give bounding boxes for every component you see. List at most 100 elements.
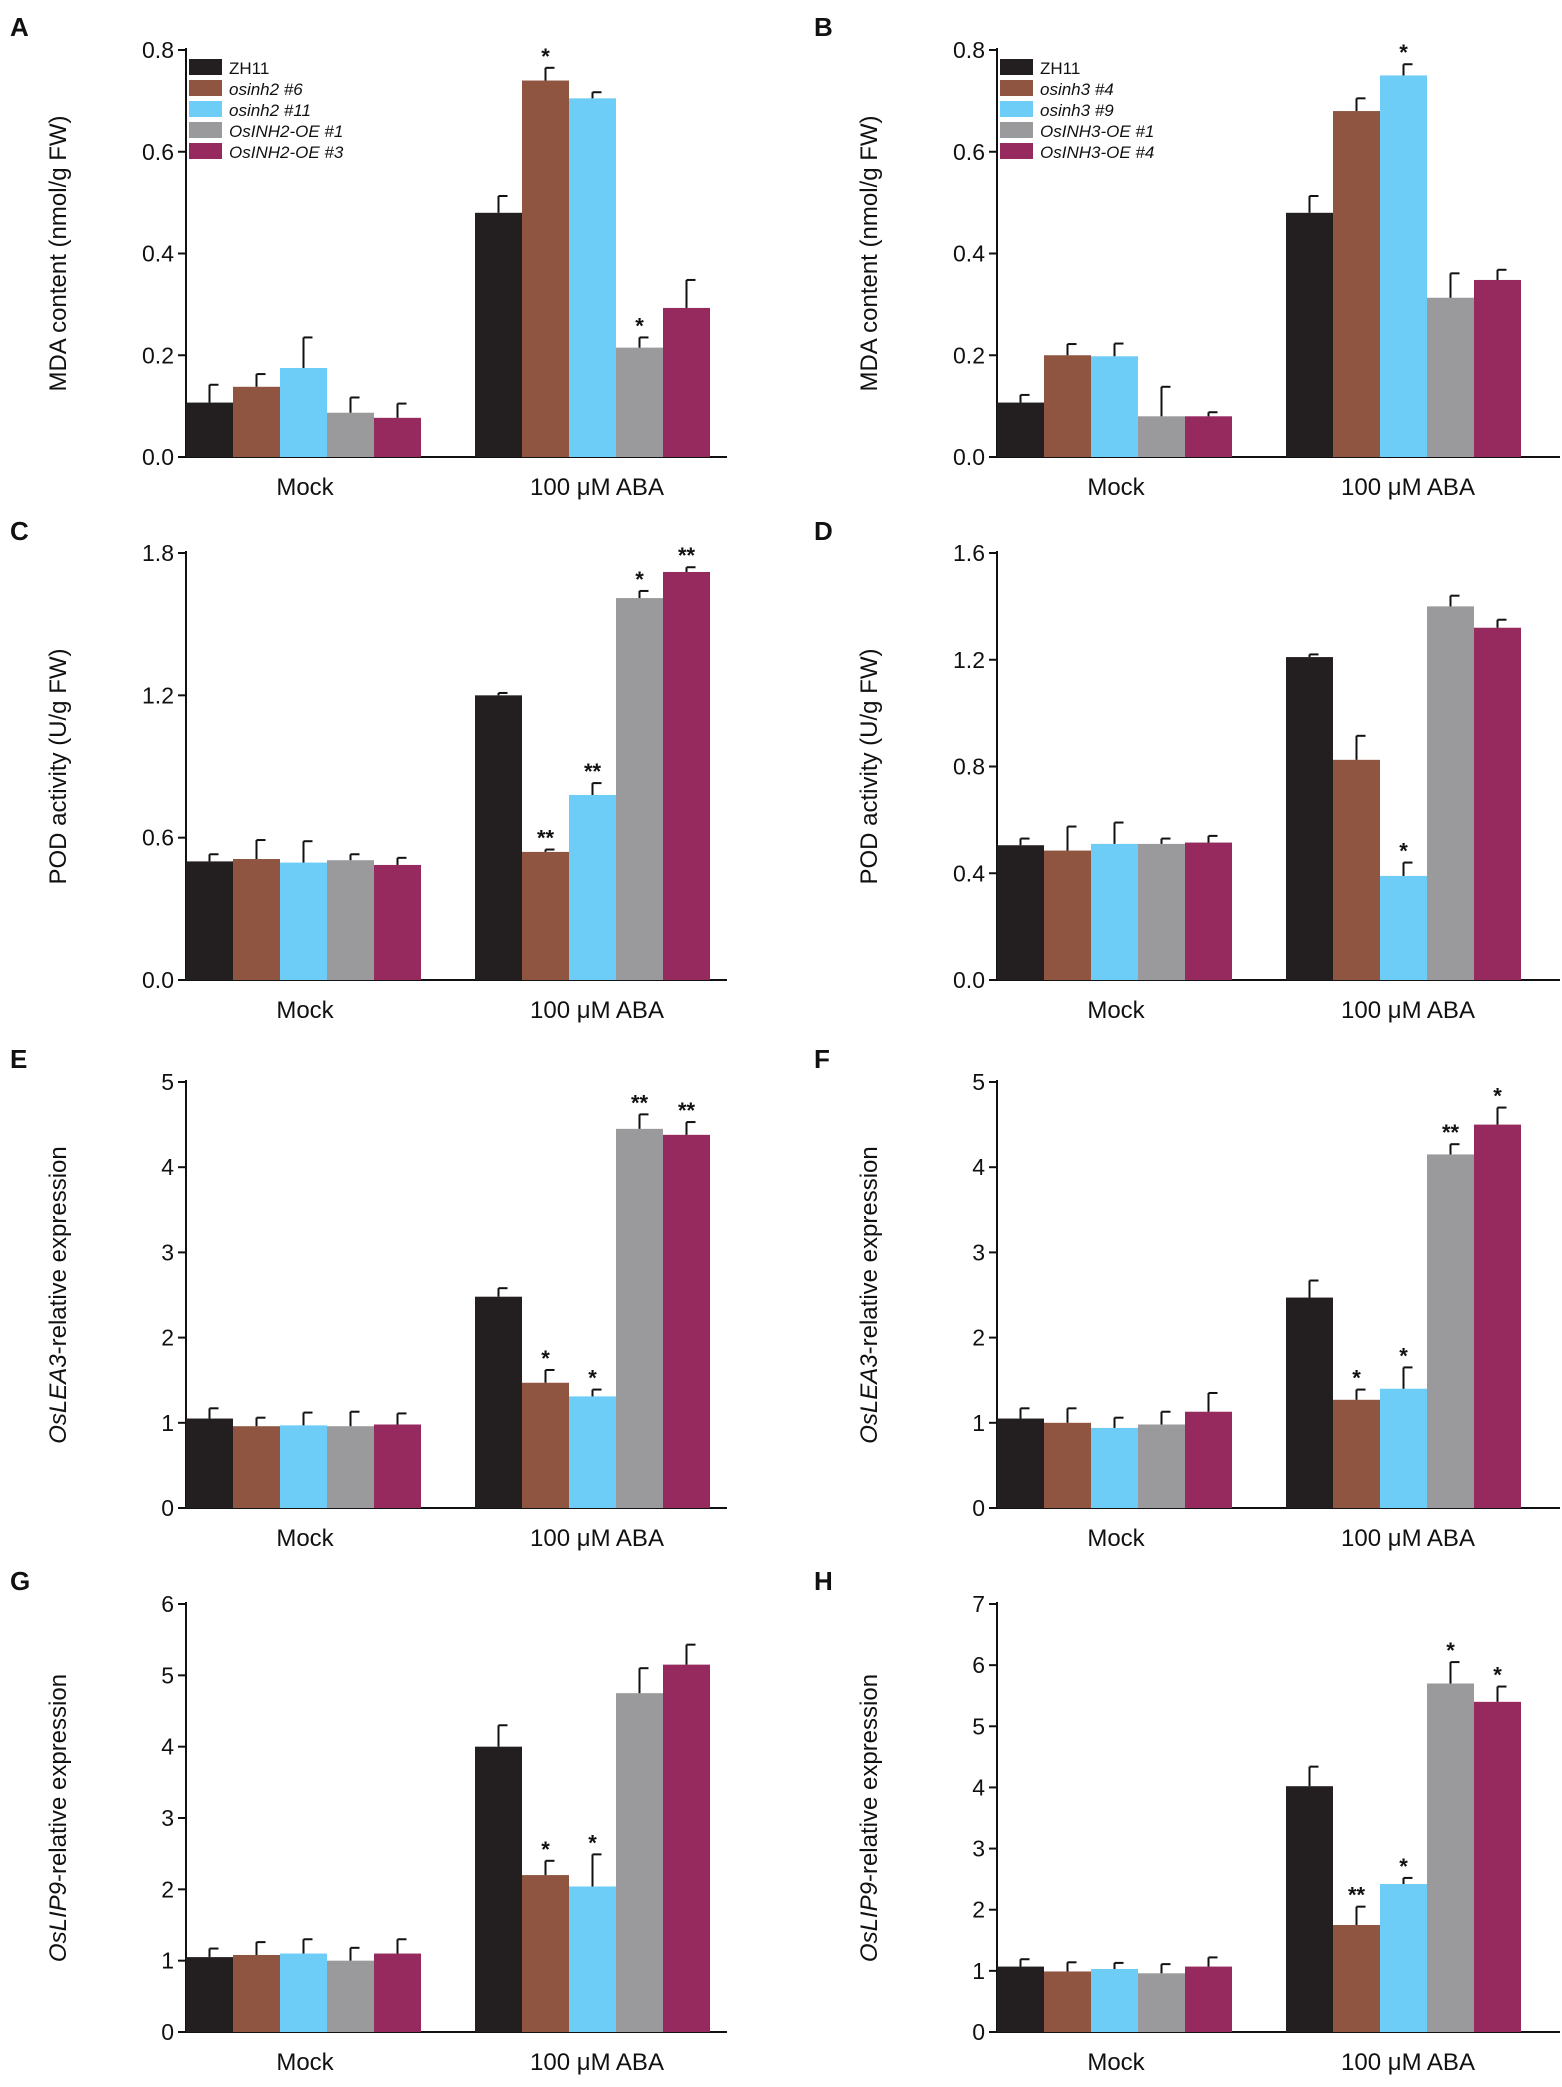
bar [1185,842,1232,980]
panel-label: A [10,12,29,42]
bar [1474,1701,1521,2032]
bar [1333,111,1380,458]
bar [663,1134,710,1508]
bar [616,1693,663,2032]
x-tick-label: 100 μM ABA [530,1525,664,1552]
y-tick-label: 0.6 [953,139,985,165]
y-axis-label: POD activity (U/g FW) [45,648,72,884]
bar [233,859,280,980]
x-tick-label: 100 μM ABA [1341,1525,1475,1552]
y-tick-label: 0 [161,2019,174,2045]
y-tick-label: 3 [161,1805,174,1831]
bar [233,1426,280,1508]
significance-marker: * [635,567,644,592]
y-axis-label-text: -relative expression [45,1146,72,1354]
bar [1185,1411,1232,1508]
significance-marker: ** [1348,1883,1366,1908]
bar [1286,657,1333,980]
y-tick-label: 0.2 [953,342,985,368]
bar [327,1960,374,2032]
y-tick-label: 1.8 [142,540,174,566]
legend-swatch [189,101,222,117]
y-tick-label: 4 [161,1734,174,1760]
y-tick-label: 1.2 [953,647,985,673]
significance-marker: * [588,1366,597,1391]
bar [327,412,374,457]
y-tick-label: 2 [972,1897,985,1923]
bar [1044,1971,1091,2032]
bar [1333,1925,1380,2032]
bar [1380,1884,1427,2032]
bar [186,1418,233,1508]
legend-label: OsINH2-OE #1 [229,122,343,141]
panel-e: E 0 1 2 3 4 5 OsLEA3-relative expression Mock 100… [10,1044,727,1552]
significance-marker: ** [678,1098,696,1123]
bar [1138,1424,1185,1508]
legend-swatch [189,122,222,138]
panel-label: G [10,1566,30,1596]
bar [1427,297,1474,457]
x-tick-label: 100 μM ABA [1341,474,1475,501]
legend-label: osinh2 #6 [229,80,303,99]
bar [233,386,280,457]
y-tick-label: 0.4 [953,241,985,267]
bar [1044,850,1091,980]
x-tick-label: Mock [1087,1525,1145,1552]
legend-label: OsINH2-OE #3 [229,143,344,162]
bar [374,1424,421,1508]
y-tick-label: 1 [161,1410,174,1436]
y-tick-label: 0.0 [142,444,174,470]
y-tick-label: 0.8 [142,37,174,63]
y-tick-label: 1.6 [953,540,985,566]
bar [663,1664,710,2032]
bar [1427,1154,1474,1508]
significance-marker: * [1352,1366,1361,1391]
panel-g: G 0 1 2 3 4 5 6 OsLIP9-relative expression Mock 10… [10,1566,727,2076]
y-tick-label: 0.8 [953,37,985,63]
significance-marker: ** [1442,1120,1460,1145]
panel-label: C [10,516,29,546]
y-tick-label: 0.4 [142,241,174,267]
legend: ZH11 osinh3 #4 osinh3 #9 OsINH3-OE #1 OsINH3… [1000,59,1154,162]
significance-marker: ** [631,1090,649,1115]
bar [1474,1124,1521,1508]
bar [1044,355,1091,457]
y-tick-label: 1.2 [142,682,174,708]
y-axis-label-text: -relative expression [856,1146,883,1354]
significance-marker: * [588,1830,597,1855]
x-tick-label: Mock [1087,2049,1145,2076]
y-axis-label-text: -relative expression [856,1674,883,1882]
y-tick-label: 0 [972,2019,985,2045]
bar [186,402,233,457]
bar [1091,1427,1138,1508]
y-axis-label-text: POD activity (U/g FW) [45,648,72,884]
bar [475,1296,522,1508]
significance-marker: ** [678,543,696,568]
x-tick-label: 100 μM ABA [1341,2049,1475,2076]
y-tick-label: 0.8 [953,754,985,780]
x-tick-label: Mock [276,1525,334,1552]
y-tick-label: 7 [972,1591,985,1617]
bar [475,212,522,457]
bar [1474,627,1521,980]
legend-swatch [189,143,222,159]
y-tick-label: 0.2 [142,342,174,368]
bar [997,1418,1044,1508]
bar [1091,356,1138,457]
bar [1091,1969,1138,2032]
y-tick-label: 5 [161,1069,174,1095]
bar [1044,1422,1091,1508]
legend-label: ZH11 [1040,59,1080,78]
y-tick-label: 4 [161,1154,174,1180]
bar [280,1953,327,2032]
bar [997,402,1044,457]
y-axis-label-gene: OsLEA3 [45,1354,72,1444]
panel-d: D 0.0 0.4 0.8 1.2 1.6 POD activity (U/g FW) Moc… [814,516,1560,1024]
y-axis-label-text: -relative expression [45,1674,72,1882]
bar [327,1426,374,1508]
bar [475,695,522,980]
panel-a: A 0.0 0.2 0.4 0.6 0.8 MDA content (nmol/g FW) M… [10,12,727,501]
bar [1286,212,1333,457]
bar [663,571,710,980]
bar [186,1957,233,2032]
